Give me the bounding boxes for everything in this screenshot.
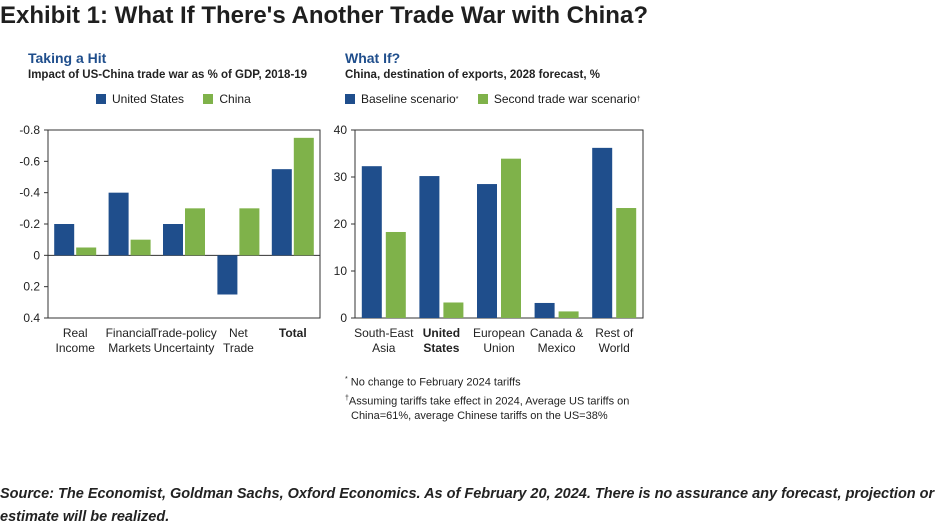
right-x-label-1-0: United — [423, 326, 460, 340]
right-y-tick-label-2: 20 — [334, 217, 348, 231]
left-y-tick-label-5: 0.2 — [23, 280, 40, 294]
legend-item-us: United States — [96, 92, 184, 106]
left-bar-b-3 — [239, 208, 260, 256]
right-y-tick-label-4: 40 — [334, 123, 348, 137]
legend-label-china: China — [219, 92, 251, 106]
left-x-label-0-1: Income — [56, 341, 96, 355]
right-bar-b-4 — [616, 208, 637, 318]
left-x-label-3-0: Net — [229, 326, 248, 340]
left-y-tick-label-2: -0.4 — [19, 186, 40, 200]
panel-taking-a-hit: Taking a Hit Impact of US-China trade wa… — [28, 50, 328, 120]
legend-swatch-us — [96, 94, 106, 104]
right-bar-a-0 — [361, 166, 382, 318]
right-x-label-2-1: Union — [483, 341, 514, 355]
panel-subtitle-right: China, destination of exports, 2028 fore… — [345, 69, 600, 81]
note-text-2b: China=61%, average Chinese tariffs on th… — [351, 410, 608, 423]
exhibit-title: Exhibit 1: What If There's Another Trade… — [0, 2, 648, 29]
right-y-tick-label-0: 0 — [340, 311, 347, 325]
legend-marker-baseline: * — [455, 95, 459, 103]
note-text-2a: Assuming tariffs take effect in 2024, Av… — [348, 395, 630, 408]
legend-right: Baseline scenario * Second trade war scen… — [345, 92, 656, 107]
note-tradewar-cont: China=61%, average Chinese tariffs on th… — [345, 409, 629, 424]
legend-item-tradewar: Second trade war scenario † — [477, 92, 641, 106]
left-y-tick-label-1: -0.6 — [19, 154, 40, 168]
source-note: Source: The Economist, Goldman Sachs, Ox… — [0, 486, 935, 525]
left-x-label-4-0: Total — [279, 326, 307, 340]
legend-swatch-china — [203, 94, 214, 104]
right-x-label-4-1: World — [599, 341, 630, 355]
right-x-label-3-0: Canada & — [530, 326, 583, 340]
legend-item-baseline: Baseline scenario * — [345, 92, 458, 106]
right-bar-a-2 — [477, 184, 497, 318]
left-x-label-0-0: Real — [63, 326, 88, 340]
left-bar-b-1 — [130, 239, 151, 256]
right-bar-a-1 — [419, 176, 440, 318]
right-bar-a-4 — [592, 147, 613, 318]
left-x-label-3-1: Trade — [223, 341, 254, 355]
legend-marker-tradewar: † — [636, 95, 641, 103]
left-x-label-1-0: Financial — [106, 326, 154, 340]
left-bar-a-2 — [163, 224, 183, 256]
right-x-label-1-1: States — [423, 341, 459, 355]
right-bar-b-1 — [443, 302, 464, 318]
right-y-tick-label-3: 30 — [334, 170, 348, 184]
right-x-label-3-1: Mexico — [538, 341, 576, 355]
legend-label-us: United States — [112, 92, 185, 106]
right-y-tick-label-1: 10 — [334, 264, 348, 278]
left-y-tick-label-4: 0 — [33, 248, 40, 262]
right-x-label-2-0: European — [473, 326, 525, 340]
note-tradewar: †Assuming tariffs take effect in 2024, A… — [345, 391, 629, 410]
legend-item-china: China — [203, 92, 251, 106]
right-x-label-0-0: South-East — [354, 326, 414, 340]
left-bar-a-0 — [54, 224, 75, 256]
left-bar-b-0 — [76, 247, 97, 256]
chart-notes: * No change to February 2024 tariffs †As… — [345, 372, 629, 424]
panel-what-if: What If? China, destination of exports, … — [345, 50, 665, 120]
left-y-tick-label-3: -0.2 — [19, 217, 40, 231]
left-x-label-1-1: Markets — [108, 341, 151, 355]
note-marker-1: * — [345, 376, 348, 383]
panel-title-right: What If? — [345, 50, 401, 66]
left-x-label-2-0: Trade-policy — [151, 326, 217, 340]
left-bar-b-2 — [185, 208, 205, 256]
panel-subtitle-left: Impact of US-China trade war as % of GDP… — [28, 69, 308, 81]
left-y-tick-label-0: -0.8 — [19, 123, 40, 137]
left-bar-a-3 — [217, 255, 238, 295]
right-bar-b-2 — [501, 158, 521, 318]
legend-swatch-baseline — [345, 94, 355, 104]
left-y-tick-label-6: 0.4 — [23, 311, 40, 325]
note-baseline: * No change to February 2024 tariffs — [345, 372, 629, 391]
left-bar-b-4 — [293, 137, 314, 256]
legend-label-tradewar: Second trade war scenario — [493, 92, 637, 106]
panel-title-left: Taking a Hit — [28, 50, 107, 66]
right-bar-a-3 — [534, 302, 555, 318]
right-x-label-0-1: Asia — [372, 341, 396, 355]
left-x-label-2-1: Uncertainty — [154, 341, 215, 355]
right-x-label-4-0: Rest of — [595, 326, 634, 340]
legend-left: United States China — [96, 92, 267, 107]
note-text-1: No change to February 2024 tariffs — [350, 376, 521, 389]
left-bar-a-4 — [271, 169, 292, 256]
left-bar-a-1 — [108, 192, 129, 256]
right-bar-b-0 — [385, 231, 406, 318]
note-marker-2: † — [345, 394, 349, 402]
right-bar-b-3 — [558, 311, 579, 318]
legend-swatch-tradewar — [477, 94, 488, 104]
legend-label-baseline: Baseline scenario — [361, 92, 456, 106]
